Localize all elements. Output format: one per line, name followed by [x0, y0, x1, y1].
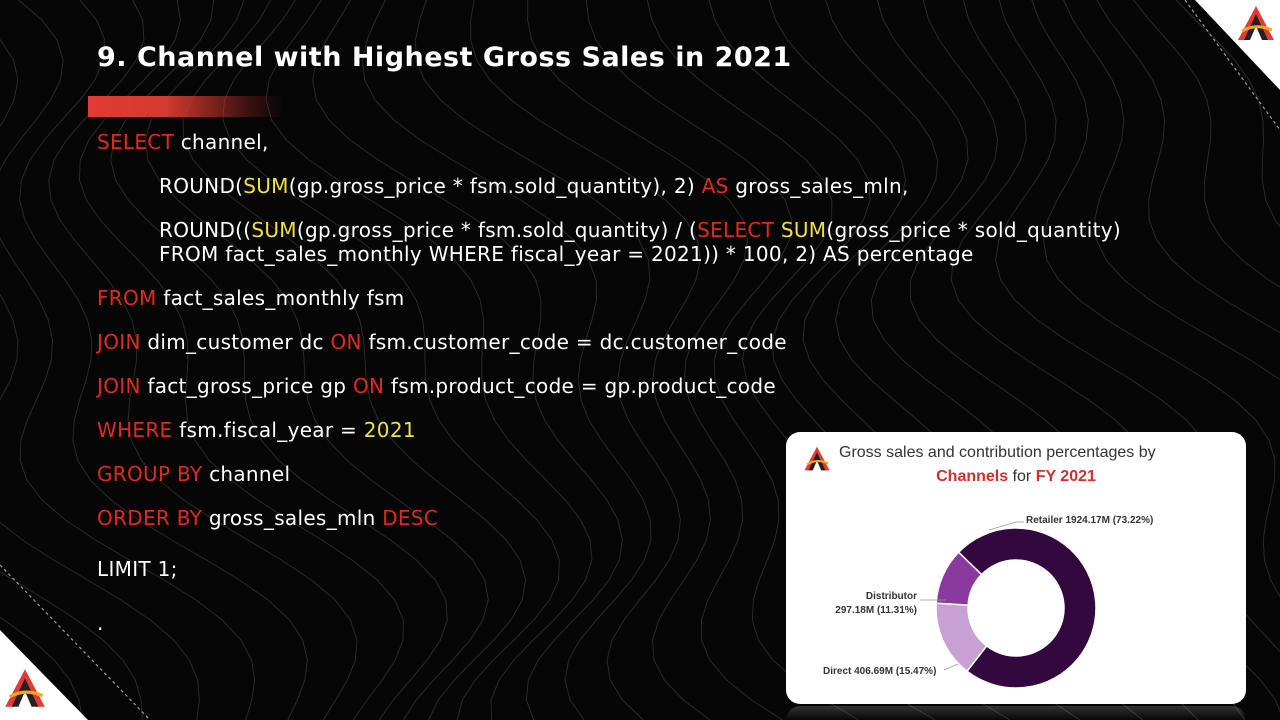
sql-text: (gp.gross_price * fsm.sold_quantity), 2): [288, 174, 702, 198]
chart-title: Gross sales and contribution percentages…: [839, 444, 1156, 461]
sql-line-gross-sales: ROUND(SUM(gp.gross_price * fsm.sold_quan…: [97, 174, 1127, 198]
donut-chart: Retailer 1924.17M (73.22%) Distributor 2…: [823, 515, 1153, 689]
sql-text: gross_sales_mln: [202, 506, 383, 530]
sql-text: channel,: [174, 130, 269, 154]
sql-line-limit: LIMIT 1;: [97, 557, 178, 581]
slice-label-distributor-value: 297.18M (11.31%): [835, 605, 917, 616]
sql-keyword: ORDER BY: [97, 506, 203, 530]
sql-text: (gross_price * sold_quantity) FROM fact_…: [159, 218, 1128, 266]
sql-keyword: JOIN: [97, 330, 141, 354]
donut-slice-distributor: [935, 551, 983, 606]
sql-text: fact_sales_monthly fsm: [156, 286, 405, 310]
sql-line-dot: .: [97, 611, 104, 635]
sql-text: fact_gross_price gp: [140, 374, 353, 398]
atliq-logo-icon: [804, 446, 830, 471]
sql-text: channel: [202, 462, 291, 486]
sql-keyword: WHERE: [97, 418, 173, 442]
sql-code-block: SELECT channel, ROUND(SUM(gp.gross_price…: [97, 130, 1127, 655]
sql-keyword: SELECT: [697, 218, 775, 242]
sql-number: 2021: [363, 418, 416, 442]
sql-text: dim_customer dc: [140, 330, 331, 354]
sql-keyword: AS: [701, 174, 729, 198]
sql-text: fsm.customer_code = dc.customer_code: [361, 330, 787, 354]
chart-title-for: for: [1008, 468, 1036, 485]
sql-keyword: JOIN: [97, 374, 141, 398]
chart-title-channels: Channels: [936, 468, 1009, 485]
sql-text: [774, 218, 781, 242]
sql-function: SUM: [251, 218, 297, 242]
donut-slice-retailer: [957, 527, 1097, 689]
sql-keyword: FROM: [97, 286, 157, 310]
atliq-logo-icon: [1238, 6, 1274, 40]
sql-text: fsm.fiscal_year =: [172, 418, 364, 442]
sql-keyword: ON: [352, 374, 385, 398]
sql-function: SUM: [780, 218, 827, 242]
sql-text: ROUND(: [159, 174, 244, 198]
sql-keyword: GROUP BY: [97, 462, 203, 486]
leader-line-retailer: [988, 521, 1024, 531]
atliq-logo-icon: [5, 669, 45, 707]
sql-keyword: ON: [330, 330, 362, 354]
sql-keyword: SELECT: [97, 130, 175, 154]
slice-label-distributor-name: Distributor: [866, 591, 917, 602]
title-accent-bar: [88, 96, 283, 117]
sql-line-group-by: GROUP BY channel: [97, 462, 1127, 486]
slice-label-retailer: Retailer 1924.17M (73.22%): [1026, 515, 1153, 526]
slice-label-direct: Direct 406.69M (15.47%): [823, 666, 936, 677]
sql-line-where: WHERE fsm.fiscal_year = 2021: [97, 418, 1127, 442]
sql-text: fsm.product_code = gp.product_code: [384, 374, 776, 398]
chart-reflection: [786, 706, 1246, 720]
sql-text: gross_sales_mln,: [728, 174, 909, 198]
sql-keyword: DESC: [382, 506, 439, 530]
sql-text: ROUND((: [159, 218, 252, 242]
chart-subtitle: Channels for FY 2021: [786, 468, 1246, 486]
sql-text: (gp.gross_price * fsm.sold_quantity) / (: [296, 218, 698, 242]
sql-function: SUM: [243, 174, 289, 198]
chart-title-fy: FY 2021: [1035, 468, 1096, 485]
sql-line-join-customer: JOIN dim_customer dc ON fsm.customer_cod…: [97, 330, 1127, 354]
leader-line-direct: [943, 663, 959, 671]
sql-line-order-by: ORDER BY gross_sales_mln DESC: [97, 506, 1127, 530]
sql-line-select: SELECT channel,: [97, 130, 1127, 154]
sql-line-percentage: ROUND((SUM(gp.gross_price * fsm.sold_qua…: [97, 218, 1127, 266]
sql-line-from: FROM fact_sales_monthly fsm: [97, 286, 1127, 310]
slide-title: 9. Channel with Highest Gross Sales in 2…: [97, 42, 792, 73]
chart-card: Gross sales and contribution percentages…: [786, 432, 1246, 704]
sql-line-join-price: JOIN fact_gross_price gp ON fsm.product_…: [97, 374, 1127, 398]
